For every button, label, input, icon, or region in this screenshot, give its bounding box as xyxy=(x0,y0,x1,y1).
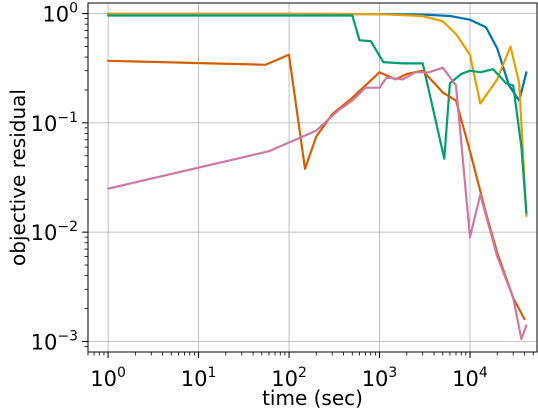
y-tick-label: 10−1 xyxy=(31,110,78,136)
x-tick-base: 10 xyxy=(452,367,479,391)
x-tick-exponent: 3 xyxy=(388,365,397,381)
x-tick-base: 10 xyxy=(181,367,208,391)
series-layer xyxy=(106,12,528,341)
x-tick-base: 10 xyxy=(271,367,298,391)
y-tick-base: 10 xyxy=(42,3,69,27)
x-tick-label: 101 xyxy=(181,365,217,391)
y-tick-exponent: −1 xyxy=(57,110,78,126)
x-tick-exponent: 4 xyxy=(479,365,488,381)
x-tick-exponent: 2 xyxy=(298,365,307,381)
plot-area-frame xyxy=(87,2,538,353)
y-tick-exponent: −2 xyxy=(57,219,78,235)
y-tick-base: 10 xyxy=(31,112,58,136)
x-tick-base: 10 xyxy=(90,367,117,391)
y-tick-label: 100 xyxy=(42,1,78,27)
x-tick-label: 104 xyxy=(452,365,488,391)
y-tick-label: 10−2 xyxy=(31,219,78,245)
x-tick-exponent: 0 xyxy=(117,365,126,381)
x-tick-label: 100 xyxy=(90,365,126,391)
y-tick-label: 10−3 xyxy=(31,328,78,354)
series-line-3 xyxy=(106,14,528,214)
y-axis-label: objective residual xyxy=(6,89,30,266)
x-tick-base: 10 xyxy=(362,367,389,391)
y-tick-base: 10 xyxy=(31,330,58,354)
x-tick-exponent: 1 xyxy=(207,365,216,381)
y-tick-exponent: −3 xyxy=(57,328,78,344)
x-tick-label: 102 xyxy=(271,365,307,391)
y-tick-exponent: 0 xyxy=(69,1,78,17)
x-axis-label: time (sec) xyxy=(262,386,363,410)
series-line-2 xyxy=(106,12,528,218)
x-tick-label: 103 xyxy=(362,365,398,391)
y-tick-base: 10 xyxy=(31,221,58,245)
series-line-5 xyxy=(106,66,528,341)
